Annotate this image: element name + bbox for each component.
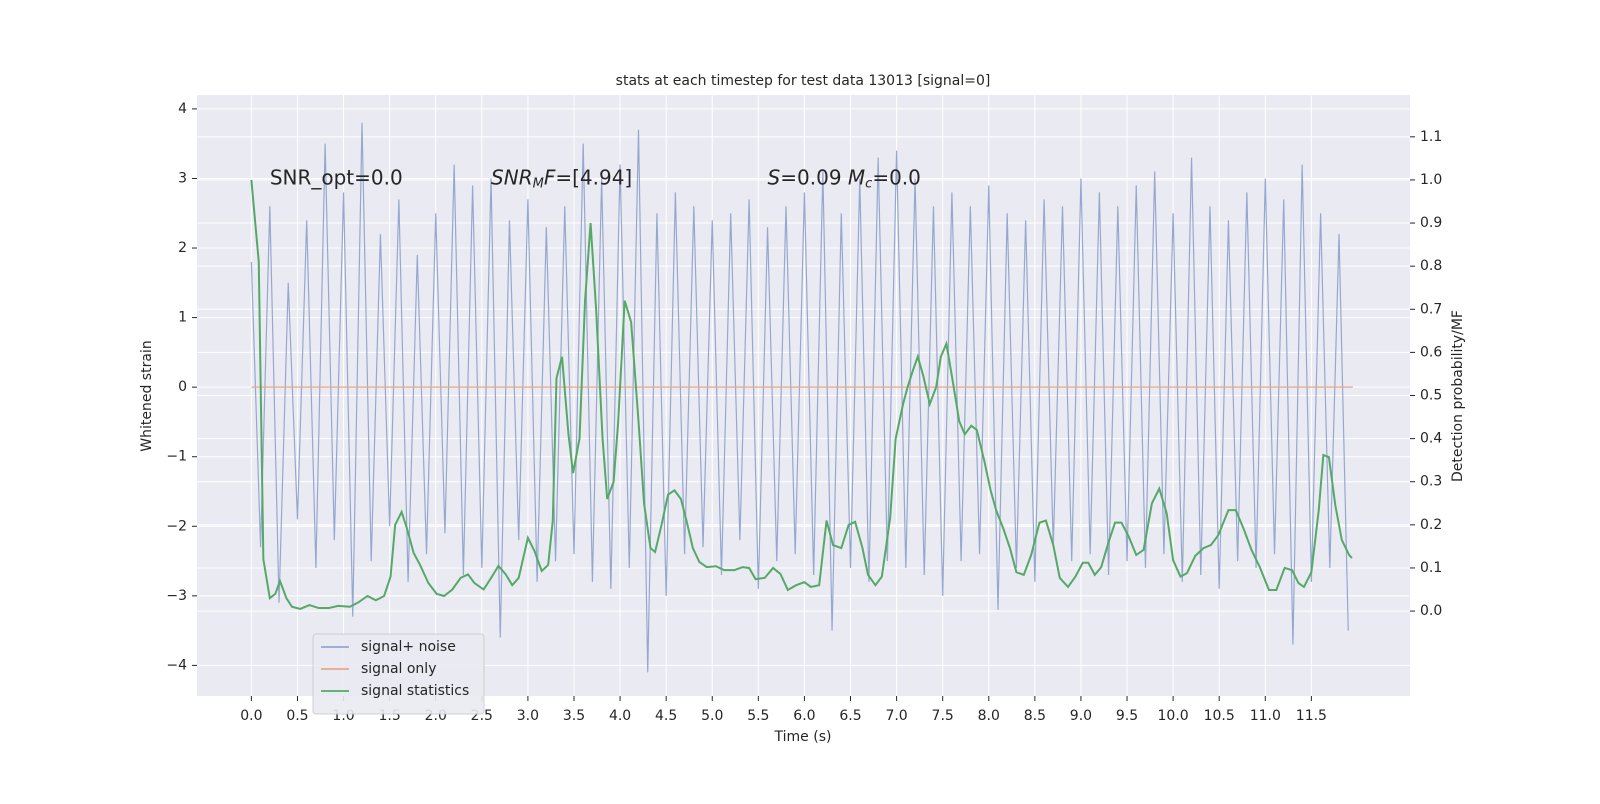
x-tick-label: 5.5 — [747, 708, 769, 724]
x-tick-label: 11.5 — [1296, 708, 1327, 724]
grid: 0.0 0.5 1.0 1.5 2.0 2.5 3.0 3.5 4.0 4.5 5.0 5.5 6.0 6… — [166, 95, 1442, 724]
x-tick-label: 10.0 — [1158, 708, 1189, 724]
x-tick-label: 7.5 — [932, 708, 954, 724]
annotation-part: M — [533, 176, 544, 191]
x-tick-label: 6.5 — [839, 708, 861, 724]
legend-label: signal+ noise — [361, 639, 456, 655]
y2-axis-label: Detection probability/MF — [1450, 310, 1466, 482]
x-axis-label: Time (s) — [774, 729, 832, 745]
annotations: SNR_opt=0.0 SNRMF=[4.94] S=0.09 Mc=0.0 — [270, 165, 921, 191]
chart-title: stats at each timestep for test data 130… — [616, 73, 991, 89]
annotation-part: c — [865, 176, 872, 191]
annotation-part: F=[4.94] — [544, 165, 632, 189]
y-tick-label: −4 — [166, 657, 187, 673]
legend-label: signal only — [361, 661, 436, 677]
x-tick-label: 6.0 — [793, 708, 815, 724]
x-tick-label: 8.5 — [1024, 708, 1046, 724]
y2-tick-label: 0.3 — [1420, 474, 1442, 490]
annotation-part: S — [768, 165, 781, 189]
y2-tick-label: 0.5 — [1420, 388, 1442, 404]
legend: signal+ noise signal only signal statistic… — [312, 633, 485, 715]
annotation-part: =0.0 — [872, 165, 921, 189]
x-tick-label: 4.0 — [609, 708, 631, 724]
x-tick-label: 10.5 — [1204, 708, 1235, 724]
x-tick-label: 0.0 — [240, 708, 262, 724]
annotation-part: M — [848, 165, 865, 189]
x-tick-label: 9.5 — [1116, 708, 1138, 724]
y2-tick-label: 0.6 — [1420, 344, 1442, 360]
x-tick-label: 7.0 — [885, 708, 907, 724]
x-tick-label: 11.0 — [1250, 708, 1281, 724]
y2-tick-label: 0.1 — [1420, 560, 1442, 576]
series-line — [250, 179, 1353, 610]
x-tick-label: 9.0 — [1070, 708, 1092, 724]
y-tick-label: −3 — [166, 588, 187, 604]
annotation: S=0.09 Mc=0.0 — [768, 165, 921, 191]
y-tick-label: 0 — [178, 379, 187, 395]
y2-tick-label: 1.0 — [1420, 172, 1442, 188]
annotation: SNR_opt=0.0 — [270, 165, 403, 189]
y2-tick-label: 0.7 — [1420, 301, 1442, 317]
x-tick-label: 8.0 — [978, 708, 1000, 724]
x-tick-label: 0.5 — [286, 708, 308, 724]
y-tick-label: 3 — [178, 170, 187, 186]
annotation: SNRMF=[4.94] — [491, 165, 632, 191]
annotation-part: SNR_opt=0.0 — [270, 165, 403, 189]
series-line — [250, 122, 1349, 673]
y2-tick-label: 0.2 — [1420, 517, 1442, 533]
legend-label: signal statistics — [361, 683, 469, 699]
annotation-part: =0.09 — [780, 165, 848, 189]
y-tick-label: −1 — [166, 449, 187, 465]
x-tick-label: 5.0 — [701, 708, 723, 724]
legend-box — [312, 633, 485, 715]
y2-tick-label: 0.8 — [1420, 258, 1442, 274]
y-tick-label: 1 — [178, 310, 187, 326]
marks — [250, 122, 1353, 673]
x-tick-label: 3.0 — [517, 708, 539, 724]
annotation-part: SNR — [491, 165, 533, 189]
y-tick-label: 4 — [178, 101, 187, 117]
x-tick-label: 3.5 — [563, 708, 585, 724]
y-tick-label: −2 — [166, 518, 187, 534]
y2-tick-label: 0.0 — [1420, 603, 1442, 619]
y-axis-label: Whitened strain — [139, 340, 155, 451]
y2-tick-label: 0.9 — [1420, 215, 1442, 231]
x-tick-label: 4.5 — [655, 708, 677, 724]
y-tick-label: 2 — [178, 240, 187, 256]
y2-tick-label: 0.4 — [1420, 431, 1442, 447]
y2-tick-label: 1.1 — [1420, 129, 1442, 145]
